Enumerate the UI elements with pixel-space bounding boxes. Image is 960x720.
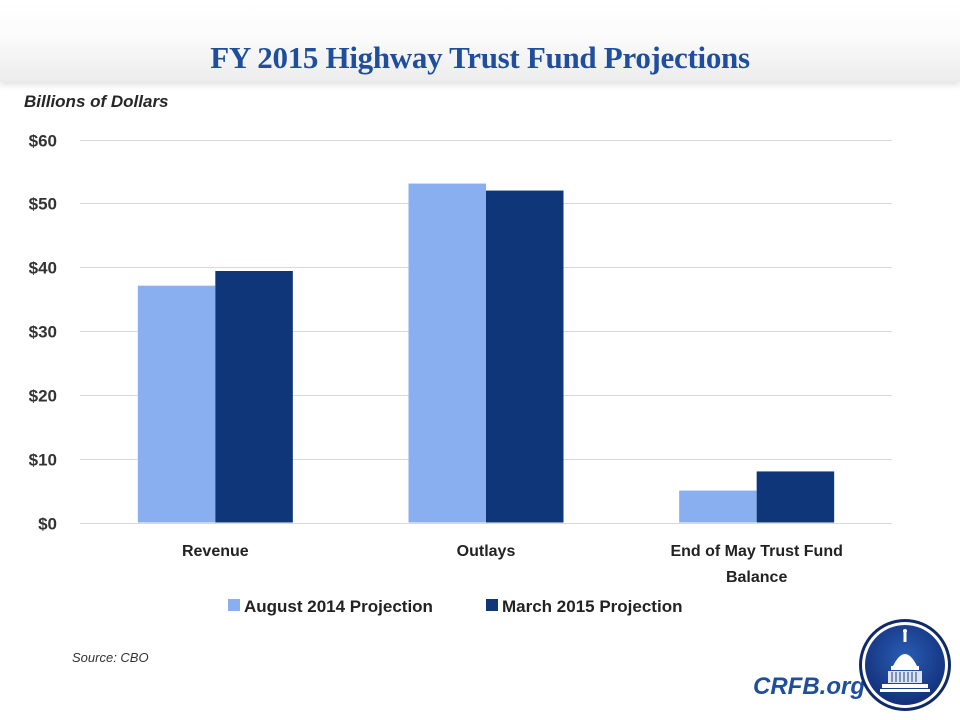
- x-category-label: Balance: [726, 569, 787, 586]
- legend-swatch: [228, 599, 240, 611]
- y-tick-label: $50: [29, 195, 57, 214]
- source-note: Source: CBO: [72, 650, 149, 665]
- y-tick-label: $40: [29, 259, 57, 278]
- bar-march-2015: [215, 270, 293, 523]
- bar-august-2014: [679, 490, 757, 523]
- bar-august-2014: [408, 183, 486, 523]
- x-category-label: Revenue: [182, 543, 249, 560]
- legend-swatch: [486, 599, 498, 611]
- x-category-label: Outlays: [457, 543, 516, 560]
- bar-august-2014: [137, 285, 216, 523]
- y-tick-label: $20: [29, 387, 57, 406]
- y-tick-label: $0: [38, 515, 57, 534]
- y-tick-label: $30: [29, 323, 57, 342]
- y-tick-label: $10: [29, 451, 57, 470]
- legend-label: March 2015 Projection: [502, 597, 682, 616]
- x-category-label: End of May Trust Fund: [670, 543, 842, 560]
- legend-label: August 2014 Projection: [244, 597, 433, 616]
- chart-title: FY 2015 Highway Trust Fund Projections: [210, 40, 750, 75]
- header-band: FY 2015 Highway Trust Fund Projections: [0, 0, 960, 82]
- bar-march-2015: [756, 471, 835, 523]
- bar-march-2015: [486, 190, 564, 523]
- brand-link[interactable]: CRFB.org: [753, 673, 865, 700]
- y-tick-label: $60: [29, 132, 57, 151]
- y-axis-unit-label: Billions of Dollars: [24, 92, 169, 111]
- capitol-dome-icon: [859, 619, 951, 711]
